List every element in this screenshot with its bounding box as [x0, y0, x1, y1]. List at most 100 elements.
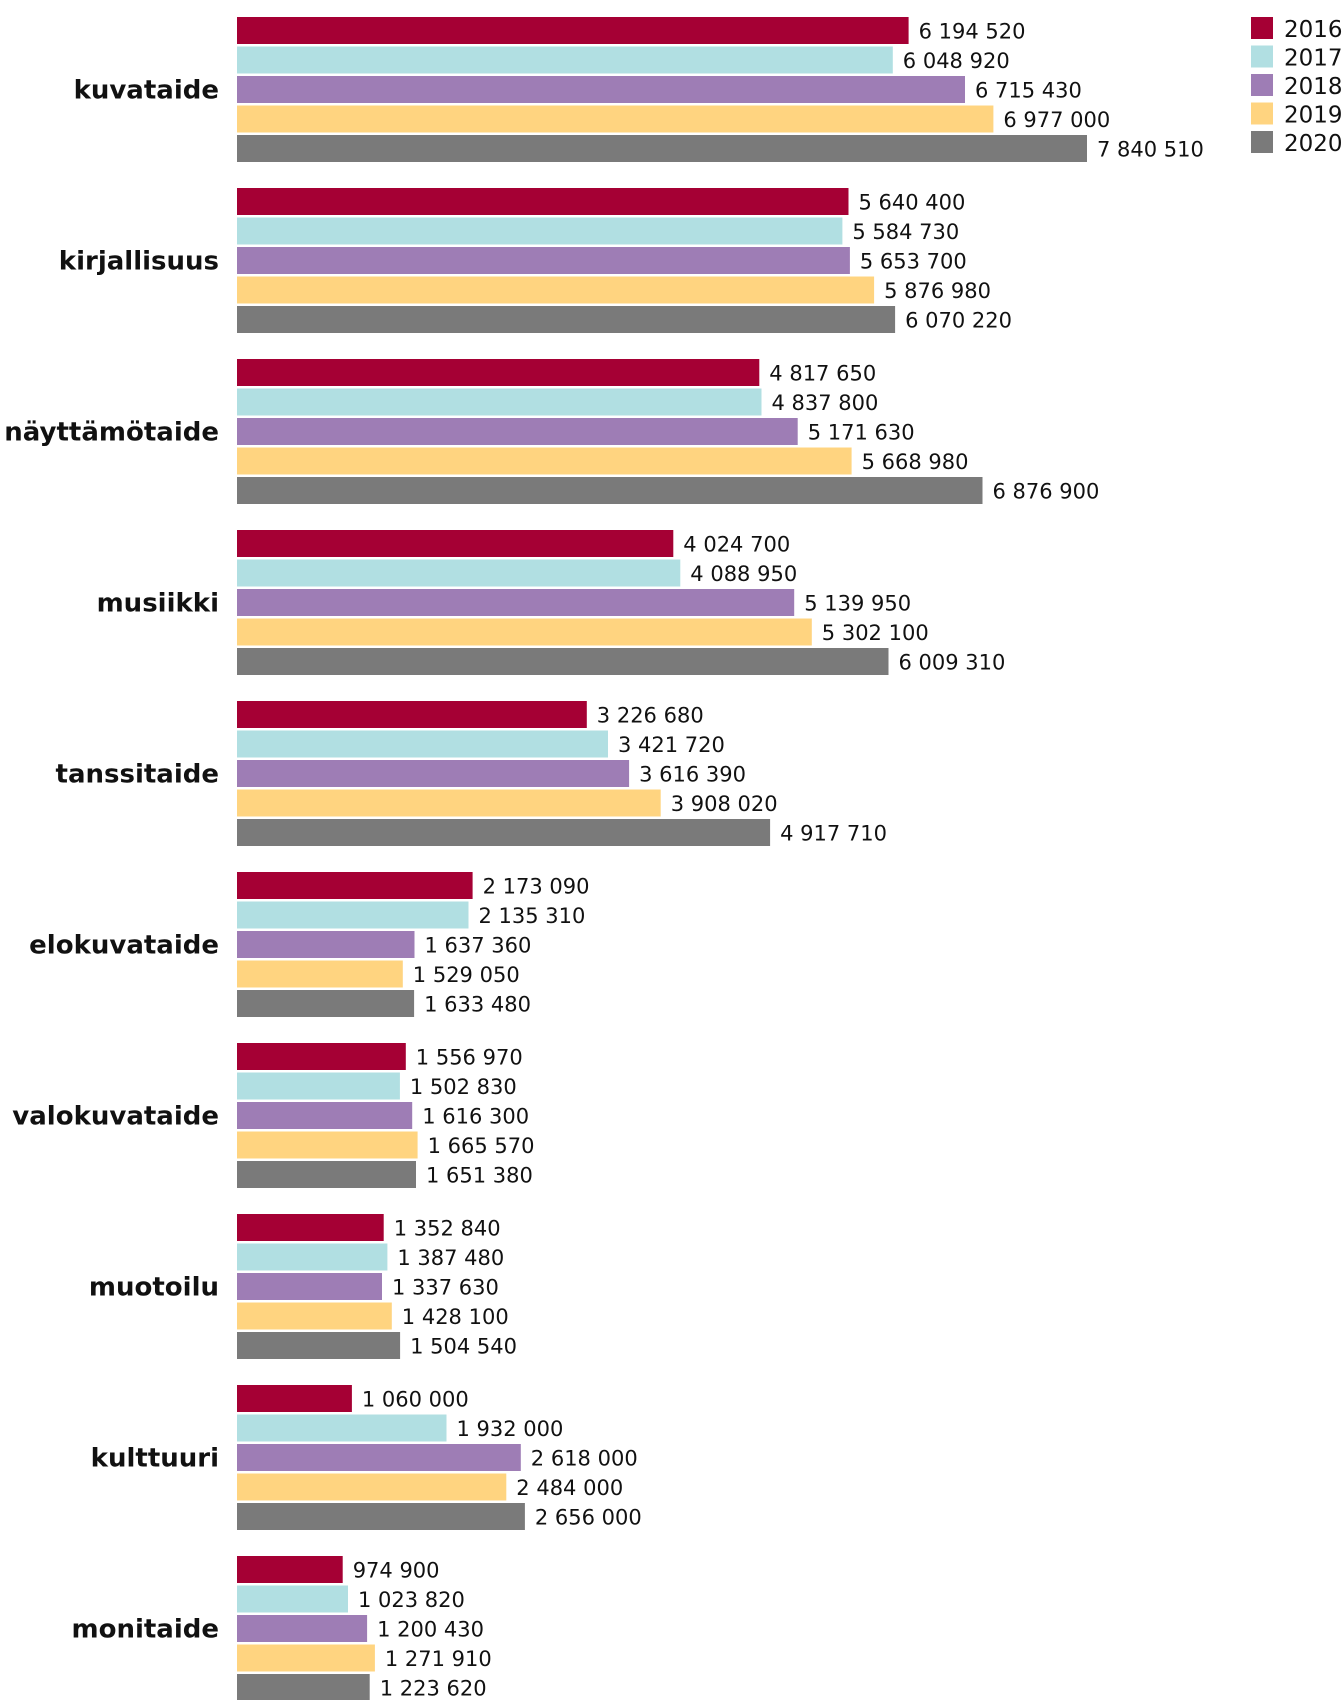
- bar-2019-2: [237, 276, 875, 304]
- bar-2020-2: [237, 306, 896, 333]
- bar-2019-6: [237, 960, 403, 988]
- data-label: 1 352 840: [394, 1217, 501, 1241]
- data-label: 3 226 680: [597, 704, 704, 728]
- data-label: 1 271 910: [385, 1647, 492, 1671]
- data-label: 6 876 900: [993, 480, 1100, 504]
- bar-2016-2: [237, 188, 849, 215]
- data-label: 974 900: [353, 1559, 440, 1583]
- bar-2018-4: [237, 589, 795, 616]
- bar-2016-9: [237, 1385, 352, 1412]
- category-label: valokuvataide: [12, 1102, 219, 1132]
- data-label: 5 640 400: [859, 191, 966, 215]
- category-label: monitaide: [71, 1615, 219, 1645]
- category-label: tanssitaide: [56, 760, 219, 790]
- bar-2019-7: [237, 1131, 418, 1159]
- category-label: kulttuuri: [91, 1444, 219, 1474]
- data-label: 1 932 000: [457, 1417, 564, 1441]
- bar-2019-8: [237, 1302, 392, 1330]
- data-label: 6 715 430: [975, 79, 1082, 103]
- data-label: 1 502 830: [410, 1075, 517, 1099]
- data-label: 1 651 380: [426, 1164, 533, 1188]
- data-label: 2 618 000: [531, 1447, 638, 1471]
- bar-2018-9: [237, 1444, 521, 1471]
- bar-2018-10: [237, 1615, 368, 1642]
- category-label: elokuvataide: [29, 931, 219, 961]
- bar-2018-3: [237, 418, 798, 445]
- data-label: 1 060 000: [362, 1388, 469, 1412]
- data-label: 1 223 620: [380, 1677, 487, 1700]
- bar-2017-5: [237, 730, 608, 758]
- data-label: 1 428 100: [402, 1305, 509, 1329]
- data-label: 5 653 700: [860, 250, 967, 274]
- data-label: 4 837 800: [772, 391, 879, 415]
- bar-2020-4: [237, 648, 889, 675]
- data-label: 1 529 050: [413, 963, 520, 987]
- data-label: 1 616 300: [422, 1105, 529, 1129]
- data-label: 1 504 540: [410, 1335, 517, 1359]
- data-label: 1 633 480: [424, 993, 531, 1017]
- bar-2019-4: [237, 618, 812, 646]
- legend-swatch: [1251, 102, 1273, 125]
- bar-2016-1: [237, 17, 909, 44]
- bar-2018-5: [237, 760, 630, 787]
- legend-swatch: [1251, 131, 1273, 153]
- bar-2016-6: [237, 872, 473, 899]
- bar-2018-1: [237, 76, 965, 103]
- bar-2016-4: [237, 530, 674, 557]
- data-label: 1 387 480: [397, 1246, 504, 1270]
- bar-2016-7: [237, 1043, 406, 1070]
- bar-2020-6: [237, 990, 415, 1017]
- data-label: 3 616 390: [639, 763, 746, 787]
- bar-2019-10: [237, 1644, 375, 1672]
- bar-2017-7: [237, 1072, 400, 1100]
- category-label: näyttämötaide: [4, 418, 219, 448]
- data-label: 5 876 980: [884, 279, 991, 303]
- category-label: muotoilu: [89, 1273, 219, 1303]
- legend-label: 2019: [1284, 103, 1343, 129]
- bar-2020-3: [237, 477, 983, 504]
- bar-2020-10: [237, 1674, 370, 1700]
- data-label: 5 668 980: [862, 450, 969, 474]
- data-label: 2 173 090: [483, 875, 590, 899]
- bar-2017-2: [237, 217, 843, 245]
- bar-2019-1: [237, 105, 994, 133]
- data-label: 5 584 730: [852, 220, 959, 244]
- bar-2020-8: [237, 1332, 401, 1359]
- legend-label: 2020: [1284, 131, 1343, 157]
- data-label: 6 194 520: [919, 20, 1026, 44]
- bar-2020-5: [237, 819, 771, 846]
- bar-2017-1: [237, 46, 893, 74]
- data-label: 1 023 820: [358, 1588, 465, 1612]
- data-label: 2 484 000: [516, 1476, 623, 1500]
- bar-2019-5: [237, 789, 661, 817]
- data-label: 4 088 950: [690, 562, 797, 586]
- data-label: 3 421 720: [618, 733, 725, 757]
- bar-2018-8: [237, 1273, 382, 1300]
- bar-2019-3: [237, 447, 852, 475]
- legend-label: 2018: [1284, 74, 1343, 100]
- data-label: 4 917 710: [780, 822, 887, 846]
- category-label: kuvataide: [74, 76, 219, 106]
- data-label: 4 817 650: [769, 362, 876, 386]
- bar-2017-6: [237, 901, 469, 929]
- data-label: 6 977 000: [1003, 108, 1110, 132]
- data-label: 6 009 310: [899, 651, 1006, 675]
- data-label: 1 200 430: [377, 1618, 484, 1642]
- bar-2017-3: [237, 388, 762, 416]
- legend-swatch: [1251, 45, 1273, 68]
- data-label: 1 665 570: [428, 1134, 535, 1158]
- data-label: 6 048 920: [903, 49, 1010, 73]
- data-label: 5 171 630: [808, 421, 915, 445]
- data-label: 2 135 310: [479, 904, 586, 928]
- bar-2020-7: [237, 1161, 416, 1188]
- category-label: musiikki: [97, 589, 219, 619]
- bar-2018-6: [237, 931, 415, 958]
- bar-2016-3: [237, 359, 760, 386]
- bar-2017-4: [237, 559, 681, 587]
- data-label: 3 908 020: [671, 792, 778, 816]
- data-label: 1 637 360: [425, 934, 532, 958]
- data-label: 2 656 000: [535, 1506, 642, 1530]
- data-label: 1 337 630: [392, 1276, 499, 1300]
